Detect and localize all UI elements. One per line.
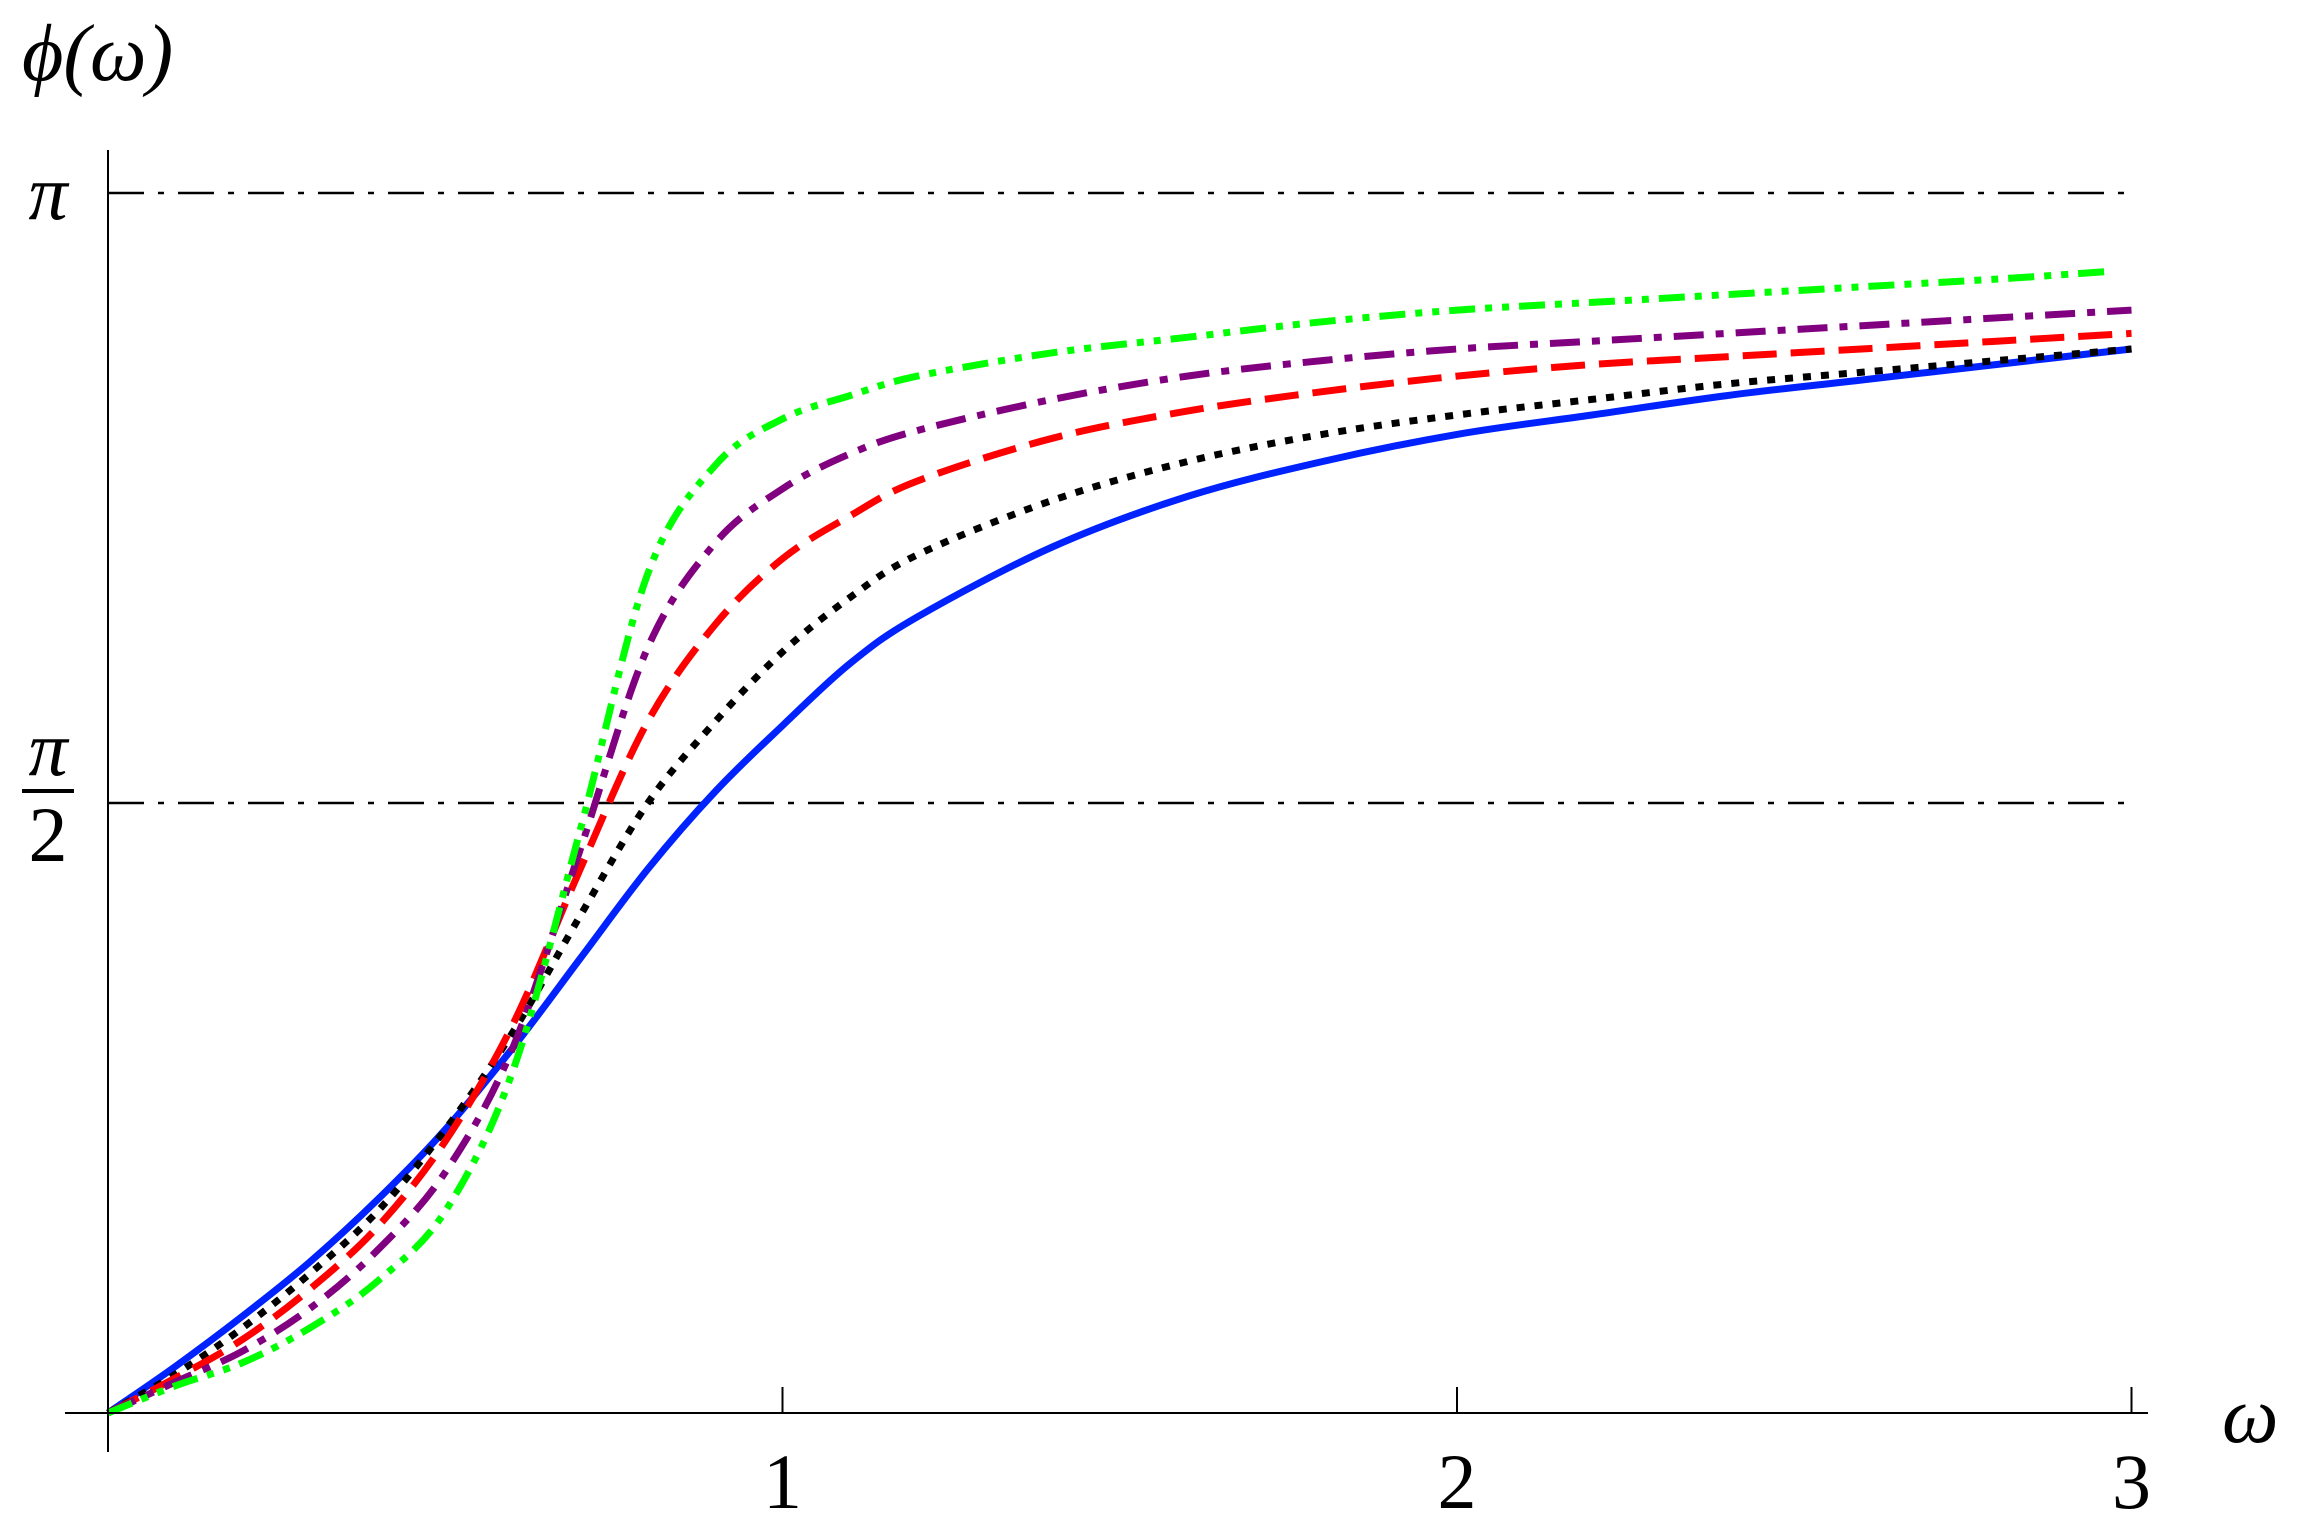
series-line-dashed [106,329,2132,1417]
reference-lines [108,191,2128,805]
series-line-dash-dot [106,306,2132,1417]
y-ticks: π2π [22,149,134,878]
axes [65,150,2148,1452]
x-axis-title: ω [2222,1372,2278,1460]
series-line-dotted [106,345,2132,1417]
series-group [105,267,2132,1417]
x-tick-label: 2 [1438,1438,1477,1525]
x-ticks: 1 2 3 [763,1387,2151,1525]
x-tick-label: 3 [2112,1438,2151,1525]
y-tick-label-numerator: π [28,705,69,792]
series-line-dash-dot-dot [106,267,2112,1417]
y-axis-title: ϕ(ω) [22,10,173,98]
series-line-solid [105,345,2132,1416]
x-tick-label: 1 [763,1438,802,1525]
y-tick-label-denominator: 2 [29,791,68,878]
y-tick-label: π [28,149,69,236]
